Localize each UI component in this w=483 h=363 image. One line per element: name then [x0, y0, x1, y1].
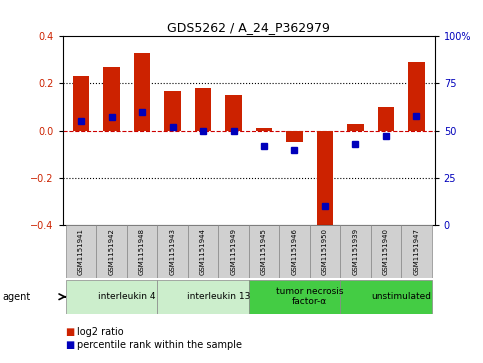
Text: GSM1151939: GSM1151939 [353, 228, 358, 275]
Text: tumor necrosis
factor-α: tumor necrosis factor-α [276, 287, 343, 306]
Bar [401, 225, 432, 278]
Bar [256, 129, 272, 131]
Bar [195, 88, 212, 131]
Text: GSM1151940: GSM1151940 [383, 228, 389, 275]
Text: interleukin 4: interleukin 4 [98, 292, 156, 301]
Bar [340, 225, 370, 278]
Bar [249, 225, 279, 278]
Bar [249, 280, 340, 314]
Bar [157, 280, 249, 314]
Bar [279, 225, 310, 278]
Bar [66, 225, 96, 278]
Bar [340, 280, 432, 314]
Text: agent: agent [2, 292, 30, 302]
Text: percentile rank within the sample: percentile rank within the sample [77, 340, 242, 350]
Bar [188, 225, 218, 278]
Bar [96, 225, 127, 278]
Bar [66, 280, 157, 314]
Bar [347, 123, 364, 131]
Text: GSM1151942: GSM1151942 [109, 228, 114, 275]
Text: GSM1151944: GSM1151944 [200, 228, 206, 275]
Bar [408, 62, 425, 131]
Text: GSM1151946: GSM1151946 [291, 228, 298, 275]
Text: ■: ■ [65, 327, 74, 337]
Text: GSM1151949: GSM1151949 [230, 228, 237, 275]
Bar [316, 131, 333, 232]
Text: interleukin 13: interleukin 13 [186, 292, 250, 301]
Title: GDS5262 / A_24_P362979: GDS5262 / A_24_P362979 [167, 21, 330, 34]
Bar [164, 91, 181, 131]
Bar [286, 131, 303, 143]
Bar [103, 67, 120, 131]
Bar [73, 76, 89, 131]
Bar [378, 107, 394, 131]
Bar [310, 225, 340, 278]
Text: GSM1151947: GSM1151947 [413, 228, 419, 275]
Bar [225, 95, 242, 131]
Bar [134, 53, 150, 131]
Text: ■: ■ [65, 340, 74, 350]
Text: unstimulated: unstimulated [371, 292, 431, 301]
Text: GSM1151941: GSM1151941 [78, 228, 84, 275]
Bar [127, 225, 157, 278]
Bar [370, 225, 401, 278]
Text: GSM1151950: GSM1151950 [322, 228, 328, 275]
Bar [218, 225, 249, 278]
Text: GSM1151948: GSM1151948 [139, 228, 145, 275]
Text: GSM1151945: GSM1151945 [261, 228, 267, 275]
Text: log2 ratio: log2 ratio [77, 327, 124, 337]
Bar [157, 225, 188, 278]
Text: GSM1151943: GSM1151943 [170, 228, 175, 275]
